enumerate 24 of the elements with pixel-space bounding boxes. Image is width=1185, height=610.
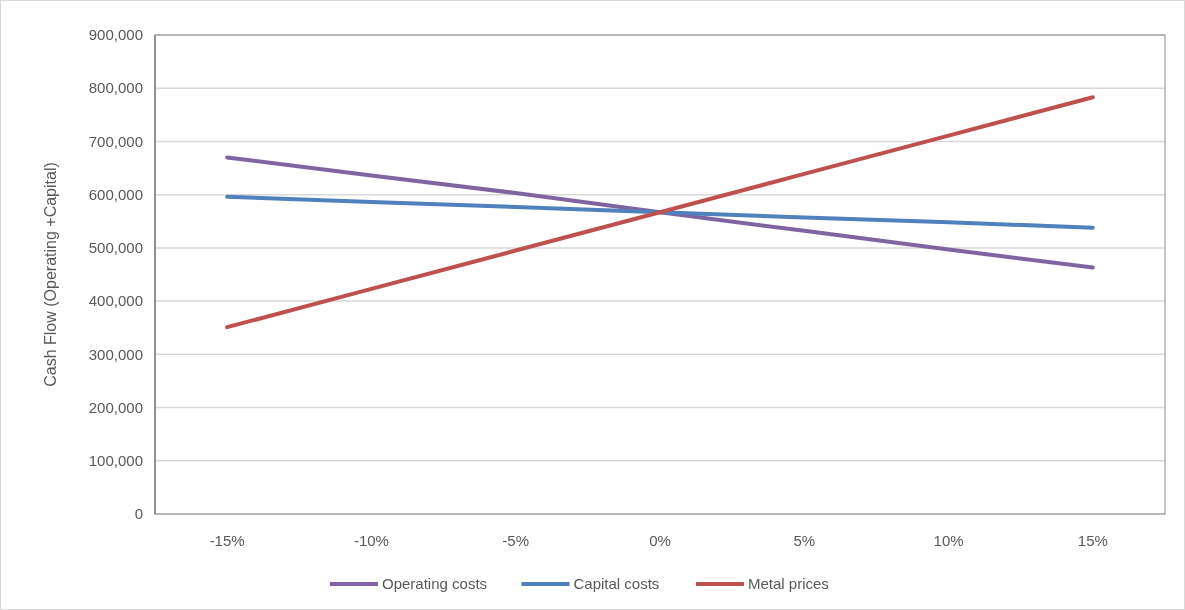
y-tick-label: 200,000 bbox=[88, 398, 143, 416]
y-tick-label: 400,000 bbox=[88, 292, 143, 310]
y-tick-label: 700,000 bbox=[88, 132, 143, 150]
y-tick-label: 0 bbox=[134, 505, 143, 523]
legend-label: Capital costs bbox=[573, 575, 660, 593]
y-axis-title: Cash Flow (Operating +Capital) bbox=[42, 162, 59, 387]
x-tick-label: 15% bbox=[1077, 532, 1108, 549]
y-tick-label: 100,000 bbox=[88, 452, 143, 470]
x-tick-label: 0% bbox=[649, 532, 671, 549]
x-tick-label: -10% bbox=[353, 532, 389, 549]
x-tick-label: 10% bbox=[933, 532, 964, 549]
y-tick-label: 800,000 bbox=[88, 79, 143, 97]
line-series bbox=[225, 95, 1095, 330]
line-series bbox=[225, 194, 1095, 230]
y-tick-label: 300,000 bbox=[88, 345, 143, 363]
y-tick-label: 900,000 bbox=[88, 26, 143, 44]
x-tick-label: -5% bbox=[502, 532, 530, 549]
y-tick-label: 600,000 bbox=[88, 185, 143, 203]
legend-label: Metal prices bbox=[748, 575, 829, 593]
legend-label: Operating costs bbox=[382, 575, 488, 593]
line-series bbox=[225, 155, 1095, 270]
y-tick-label: 500,000 bbox=[88, 239, 143, 257]
x-tick-label: -15% bbox=[209, 532, 245, 549]
x-tick-label: 5% bbox=[793, 532, 816, 549]
